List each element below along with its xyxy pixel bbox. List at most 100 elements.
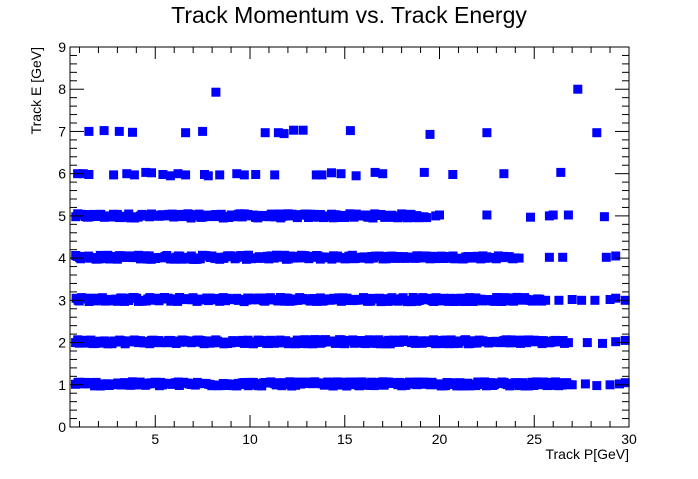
- data-point: [84, 170, 94, 179]
- data-point: [203, 171, 213, 181]
- data-point: [317, 170, 327, 180]
- data-point: [599, 212, 609, 222]
- data-point: [592, 381, 602, 391]
- data-point: [260, 128, 270, 138]
- data-point: [425, 129, 435, 139]
- y-tick-label: 7: [58, 123, 66, 139]
- data-point: [563, 210, 573, 220]
- data-point: [563, 338, 573, 348]
- data-point: [482, 210, 492, 220]
- plot-frame: [69, 46, 630, 428]
- data-point: [273, 128, 283, 138]
- data-point: [368, 253, 378, 263]
- data-point: [590, 295, 600, 305]
- data-point: [598, 338, 607, 348]
- data-point: [499, 169, 509, 179]
- data-point: [556, 167, 566, 177]
- data-point: [577, 295, 587, 305]
- x-tick-label: 25: [526, 431, 542, 447]
- data-point: [109, 170, 119, 180]
- data-point: [336, 169, 346, 179]
- data-point: [605, 380, 615, 390]
- data-point: [345, 126, 355, 136]
- data-point: [355, 252, 365, 262]
- data-point: [611, 251, 621, 261]
- x-tick-label: 20: [432, 431, 448, 447]
- data-point: [378, 169, 388, 179]
- data-point: [158, 170, 168, 179]
- data-point: [327, 168, 336, 178]
- data-point: [567, 380, 577, 390]
- data-point: [181, 170, 191, 180]
- x-tick-label: 5: [151, 431, 159, 447]
- data-point: [211, 87, 221, 97]
- data-point: [422, 213, 432, 223]
- data-point: [444, 252, 454, 262]
- y-tick-label: 2: [58, 335, 66, 351]
- y-tick-label: 6: [58, 166, 66, 182]
- data-point: [279, 129, 289, 139]
- data-point: [239, 170, 249, 180]
- data-point: [114, 126, 124, 136]
- data-point: [431, 253, 441, 263]
- data-point: [514, 253, 524, 263]
- data-point: [84, 126, 94, 136]
- y-tick-label: 3: [58, 292, 66, 308]
- data-point: [541, 295, 551, 305]
- y-tick-label: 9: [58, 39, 66, 55]
- data-point: [582, 338, 592, 348]
- data-point: [620, 378, 630, 388]
- data-point: [615, 379, 624, 389]
- data-point: [289, 125, 299, 135]
- data-point: [351, 171, 361, 181]
- data-point: [298, 125, 308, 135]
- data-point: [620, 335, 630, 345]
- data-point: [370, 167, 380, 177]
- data-point: [232, 169, 242, 179]
- x-axis-label: Track P[GeV]: [545, 446, 629, 462]
- data-point: [605, 295, 615, 304]
- y-tick-label: 0: [58, 419, 66, 435]
- data-point: [181, 128, 191, 138]
- data-point: [122, 169, 132, 179]
- data-point: [215, 170, 225, 180]
- y-tick-label: 8: [58, 81, 66, 97]
- data-point: [548, 210, 558, 220]
- data-point: [448, 170, 458, 179]
- y-axis: 0 1 2 3 4 5 6 7 8 9: [58, 39, 629, 435]
- x-axis: 5 10 15 20 25 30: [78, 47, 637, 447]
- data-point: [554, 295, 564, 305]
- data-point: [419, 167, 429, 177]
- data-point: [611, 293, 621, 303]
- data-point: [99, 126, 109, 136]
- data-point: [592, 128, 602, 138]
- chart-title: Track Momentum vs. Track Energy: [171, 2, 527, 28]
- data-point: [611, 337, 621, 347]
- y-axis-label: Track E [GeV]: [28, 47, 44, 134]
- data-point: [129, 170, 139, 180]
- x-tick-label: 10: [242, 431, 258, 447]
- data-point: [147, 168, 156, 178]
- y-tick-label: 1: [58, 377, 66, 393]
- data-point: [311, 170, 321, 180]
- data-point: [198, 126, 208, 136]
- data-point: [141, 167, 151, 177]
- data-point: [165, 171, 175, 181]
- plot-marks: [71, 84, 630, 391]
- data-point: [251, 170, 261, 179]
- data-point: [482, 128, 492, 138]
- data-point: [173, 169, 183, 179]
- data-point: [573, 84, 583, 94]
- y-tick-label: 4: [58, 250, 66, 266]
- y-tick-label: 5: [58, 208, 66, 224]
- data-point: [567, 295, 577, 304]
- data-point: [558, 252, 568, 262]
- x-tick-label: 30: [621, 431, 637, 447]
- data-point: [544, 252, 554, 262]
- data-point: [128, 127, 137, 137]
- data-point: [270, 170, 280, 180]
- x-tick-label: 15: [337, 431, 353, 447]
- data-point: [526, 212, 535, 222]
